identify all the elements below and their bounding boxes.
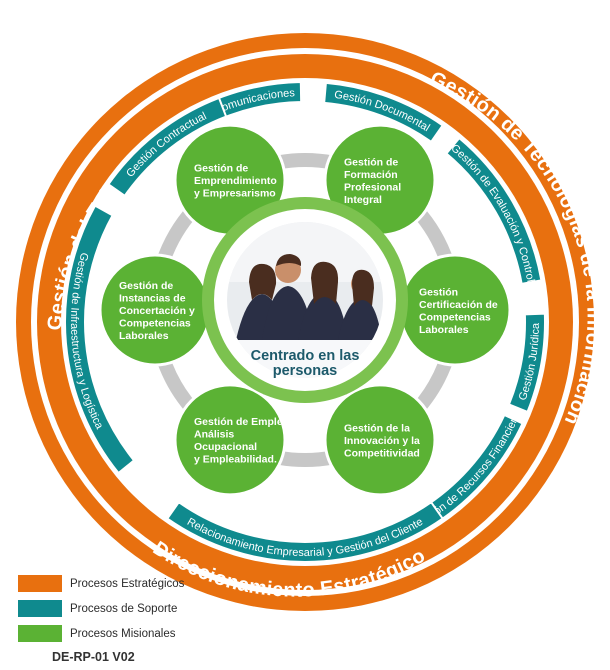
legend-item-strategic: Procesos Estratégicos xyxy=(18,574,184,593)
missional-bubble xyxy=(173,383,287,497)
legend: Procesos Estratégicos Procesos de Soport… xyxy=(18,574,184,649)
legend-label-strategic: Procesos Estratégicos xyxy=(70,577,185,590)
missional-bubble-label: Gestión de Formación Profesional Integral xyxy=(344,156,401,206)
legend-swatch-missional xyxy=(18,625,62,642)
missional-bubble-label: Gestión de Instancias de Concertación y Com… xyxy=(119,280,195,342)
legend-swatch-support xyxy=(18,600,62,617)
center-label: Centrado en las personas xyxy=(251,348,360,379)
legend-label-support: Procesos de Soporte xyxy=(70,602,178,615)
missional-bubble xyxy=(323,383,437,497)
legend-swatch-strategic xyxy=(18,575,62,592)
people-photo-icon xyxy=(227,222,383,378)
missional-bubble-label: Gestión de Empleo, Análisis Ocupacional y E… xyxy=(194,416,292,466)
legend-item-support: Procesos de Soporte xyxy=(18,599,184,618)
legend-item-missional: Procesos Misionales xyxy=(18,624,184,643)
missional-bubble-label: Gestión de Emprendimiento y Empresarismo xyxy=(194,163,277,200)
document-code: DE-RP-01 V02 xyxy=(52,650,135,664)
missional-bubble-label: Gestión de la Innovación y la Competitivid… xyxy=(344,422,420,459)
legend-label-missional: Procesos Misionales xyxy=(70,627,176,640)
missional-bubble-label: Gestión Certificación de Competencias Labor… xyxy=(419,286,498,336)
missional-bubbles: Gestión de Formación Profesional Integral Ge… xyxy=(98,123,512,497)
